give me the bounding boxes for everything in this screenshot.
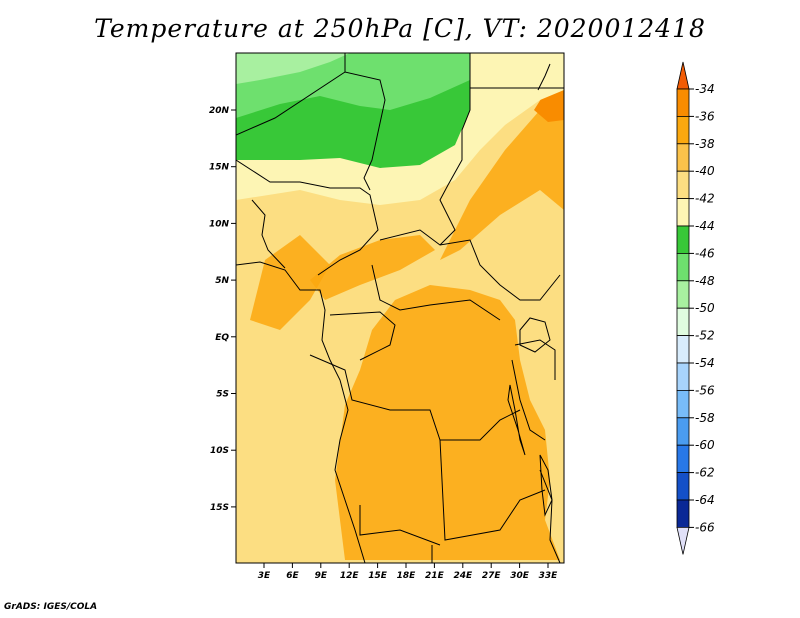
colorbar-segment <box>676 88 690 117</box>
colorbar-label: -36 <box>695 109 715 123</box>
colorbar: -34 -36 -38 -40 -42 -44 -46 -48 -50 -52 -54 -56 -58 -… <box>676 61 715 555</box>
colorbar-segment <box>676 252 690 282</box>
country-borders <box>236 53 564 563</box>
lon-tick-label: 18E <box>397 571 417 581</box>
longitude-axis: 3E 6E 9E 12E 15E 18E 21E 24E 27E 30E 33E <box>258 563 558 581</box>
colorbar-segment <box>676 198 690 227</box>
colorbar-label: -66 <box>695 520 715 534</box>
lat-tick-label: 20N <box>209 106 230 116</box>
lat-tick-label: 10N <box>209 219 230 229</box>
colorbar-label: -56 <box>695 383 715 397</box>
lon-tick-label: 15E <box>368 571 388 581</box>
lat-tick-label: 15N <box>209 163 230 173</box>
lon-tick-label: 9E <box>315 571 328 581</box>
lat-tick-label: EQ <box>215 333 229 343</box>
border-line <box>251 199 286 269</box>
colorbar-segment <box>676 444 690 474</box>
temperature-field <box>236 53 564 563</box>
colorbar-label: -46 <box>695 246 715 260</box>
colorbar-segment <box>676 116 690 145</box>
grads-credit: GrADS: IGES/COLA <box>4 602 98 612</box>
colorbar-segment <box>676 170 690 199</box>
colorbar-segment <box>676 362 690 391</box>
coastline <box>236 261 366 563</box>
lon-tick-label: 6E <box>286 571 299 581</box>
colorbar-label: -48 <box>695 274 715 288</box>
lon-tick-label: 27E <box>482 571 502 581</box>
latitude-axis: 20N 15N 10N 5N EQ 5S 10S 15S <box>209 106 236 513</box>
colorbar-bottom-arrow <box>676 527 690 555</box>
border-line <box>236 71 386 191</box>
field-band-38-36-northwest <box>250 235 330 330</box>
field-band-38-36-central <box>335 285 560 560</box>
coastline <box>537 63 551 91</box>
colorbar-label: -58 <box>695 411 715 425</box>
map-frame <box>235 52 565 564</box>
border-line <box>329 311 396 361</box>
colorbar-segment <box>676 417 690 446</box>
colorbar-label: -50 <box>695 301 715 315</box>
colorbar-segment <box>676 389 690 419</box>
lon-tick-label: 21E <box>425 571 445 581</box>
lake-outline <box>539 454 553 517</box>
border-line <box>511 359 546 441</box>
colorbar-segment <box>676 472 690 501</box>
colorbar-label: -34 <box>695 82 715 96</box>
lat-tick-label: 10S <box>210 446 229 456</box>
border-line <box>439 53 471 246</box>
colorbar-segment <box>676 143 690 172</box>
lat-tick-label: 5N <box>215 276 229 286</box>
colorbar-segment <box>676 499 690 528</box>
lat-tick-label: 15S <box>210 503 229 513</box>
colorbar-label: -60 <box>695 438 715 452</box>
lake-outline <box>519 317 551 353</box>
colorbar-label: -40 <box>695 164 715 178</box>
colorbar-label: -52 <box>695 329 715 343</box>
colorbar-segment <box>676 335 690 364</box>
colorbar-segment <box>676 280 690 309</box>
colorbar-label: -54 <box>695 356 715 370</box>
lon-tick-label: 30E <box>510 571 530 581</box>
border-line <box>371 264 501 321</box>
border-line <box>309 354 521 441</box>
border-line <box>514 339 556 380</box>
field-band-50-48 <box>236 53 350 84</box>
chart-title: Temperature at 250hPa [C], VT: 202001241… <box>94 14 706 43</box>
lon-tick-label: 3E <box>258 571 271 581</box>
field-band-36-34 <box>534 86 564 122</box>
lon-tick-label: 24E <box>453 571 473 581</box>
colorbar-top-arrow <box>676 61 690 90</box>
border-line <box>236 159 379 276</box>
lon-tick-label: 12E <box>340 571 360 581</box>
colorbar-segment <box>676 225 690 254</box>
border-line <box>379 229 561 301</box>
colorbar-label: -38 <box>695 137 715 151</box>
colorbar-label: -42 <box>695 192 715 206</box>
border-line <box>439 439 546 541</box>
colorbar-label: -64 <box>695 493 715 507</box>
lat-tick-label: 5S <box>216 390 229 400</box>
colorbar-label: -44 <box>695 219 715 233</box>
lon-tick-label: 33E <box>539 571 559 581</box>
border-line <box>539 469 561 563</box>
colorbar-label: -62 <box>695 466 715 480</box>
colorbar-segment <box>676 307 690 337</box>
border-line <box>359 505 441 546</box>
field-band-38-36-northeast <box>440 90 564 260</box>
lake-outline <box>507 384 526 456</box>
